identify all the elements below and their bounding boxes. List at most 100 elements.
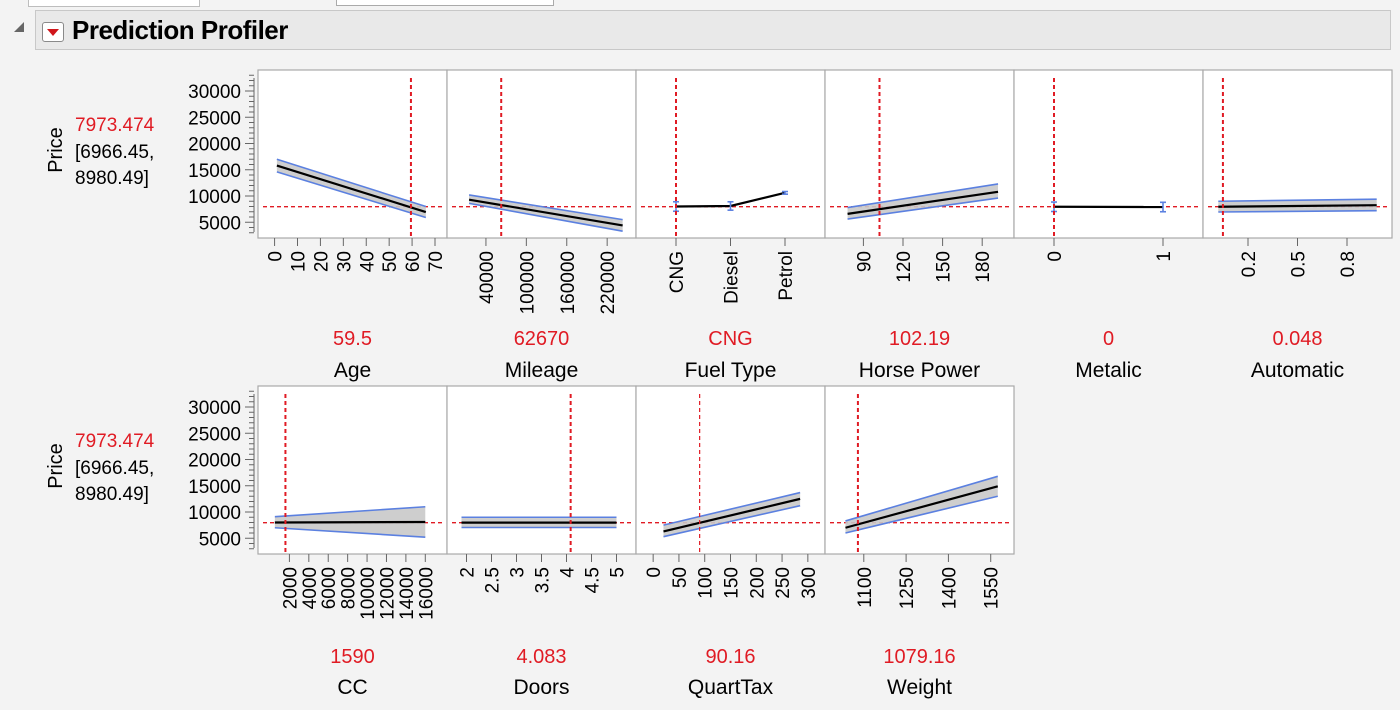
- x-tick-label-automatic: 0.8: [1338, 251, 1359, 277]
- lower-confidence-line-mileage: [468, 202, 623, 232]
- upper-confidence-line-age: [276, 158, 427, 208]
- top-strip: [0, 0, 1400, 8]
- red-triangle-menu-button[interactable]: [42, 22, 64, 42]
- x-tick-label-quarttax: 0: [644, 567, 665, 578]
- upper-confidence-line-cc: [274, 505, 426, 518]
- x-tick-label-quarttax: 150: [722, 567, 743, 599]
- y-tick-label: 20000: [188, 451, 241, 472]
- predicted-price-value: 7973.474: [75, 431, 155, 452]
- x-tick-label-fuel-type: Petrol: [776, 251, 797, 301]
- x-tick-label-metalic: 1: [1154, 251, 1175, 262]
- collapse-triangle-icon[interactable]: [14, 22, 24, 32]
- x-tick-label-quarttax: 50: [670, 567, 691, 588]
- confidence-band-horse-power: [847, 183, 999, 220]
- prediction-trace-cc: [274, 520, 426, 524]
- x-tick-label-mileage: 40000: [477, 251, 498, 304]
- x-tick-label-age: 30: [334, 251, 355, 272]
- page-title: Prediction Profiler: [72, 15, 288, 45]
- x-tick-label-mileage: 160000: [558, 251, 579, 314]
- factor-value-automatic: 0.048: [1272, 328, 1322, 350]
- prediction-trace-quarttax: [663, 497, 801, 533]
- x-tick-label-weight: 1250: [897, 567, 918, 609]
- x-tick-label-weight: 1550: [982, 567, 1003, 609]
- y-tick-label: 30000: [188, 82, 241, 103]
- factor-value-weight: 1079.16: [883, 646, 955, 668]
- x-tick-label-fuel-type: CNG: [667, 251, 688, 293]
- x-tick-label-quarttax: 100: [696, 567, 717, 599]
- lower-confidence-line-age: [276, 171, 427, 219]
- factor-value-doors: 4.083: [516, 646, 566, 668]
- x-tick-label-doors: 2: [458, 567, 479, 578]
- y-tick-label: 25000: [188, 424, 241, 445]
- lower-confidence-line-automatic: [1218, 209, 1377, 213]
- upper-confidence-line-mileage: [468, 194, 623, 221]
- factor-name-metalic: Metalic: [1075, 359, 1142, 382]
- y-axis-label-price: Price: [45, 443, 67, 489]
- y-tick-label: 30000: [188, 398, 241, 419]
- factor-name-mileage: Mileage: [505, 359, 579, 382]
- x-tick-label-mileage: 220000: [598, 251, 619, 314]
- x-tick-label-cc: 2000: [280, 567, 301, 609]
- factor-name-automatic: Automatic: [1251, 359, 1344, 382]
- x-tick-label-quarttax: 250: [773, 567, 794, 599]
- price-ci-upper: 8980.49]: [75, 484, 149, 505]
- x-tick-label-doors: 3.5: [533, 567, 554, 593]
- factor-value-mileage: 62670: [514, 328, 570, 350]
- factor-name-doors: Doors: [513, 676, 569, 699]
- y-tick-label: 5000: [199, 529, 241, 550]
- x-tick-label-cc: 4000: [300, 567, 321, 609]
- factor-value-quarttax: 90.16: [705, 646, 755, 668]
- profile-panel-metalic: [1013, 69, 1204, 239]
- prediction-trace-automatic: [1218, 204, 1377, 208]
- x-tick-label-age: 40: [357, 251, 378, 272]
- x-tick-label-automatic: 0.5: [1289, 251, 1310, 277]
- x-tick-label-doors: 4: [558, 567, 579, 578]
- horizontal-scrollbar[interactable]: [336, 0, 554, 6]
- confidence-band-weight: [845, 476, 998, 533]
- x-tick-label-age: 0: [266, 251, 287, 262]
- prediction-trace-age: [276, 164, 427, 214]
- y-tick-label: 5000: [199, 213, 241, 234]
- x-tick-label-weight: 1400: [939, 567, 960, 609]
- x-tick-label-cc: 12000: [377, 567, 398, 620]
- profile-panel-automatic: [1202, 69, 1393, 239]
- price-ci-lower: [6966.45,: [75, 142, 154, 163]
- factor-name-horse-power: Horse Power: [859, 359, 980, 382]
- x-tick-label-quarttax: 200: [747, 567, 768, 599]
- y-tick-label: 15000: [188, 477, 241, 498]
- profile-panel-doors: [446, 385, 637, 555]
- x-tick-label-horse-power: 150: [934, 251, 955, 283]
- factor-value-horse-power: 102.19: [889, 328, 950, 350]
- y-axis-label-price: Price: [45, 127, 67, 173]
- x-tick-label-fuel-type: Diesel: [722, 251, 743, 304]
- prediction-trace-mileage: [468, 198, 623, 227]
- prediction-trace-weight: [845, 485, 999, 529]
- factor-value-fuel-type: CNG: [708, 328, 752, 350]
- y-tick-label: 15000: [188, 161, 241, 182]
- tab-strip[interactable]: [28, 0, 200, 7]
- profile-panel-fuel-type: [635, 69, 826, 239]
- x-tick-label-age: 10: [289, 251, 310, 272]
- x-tick-label-horse-power: 90: [854, 251, 875, 272]
- x-tick-label-cc: 8000: [339, 567, 360, 609]
- factor-name-fuel-type: Fuel Type: [685, 359, 777, 382]
- y-tick-label: 10000: [188, 503, 241, 524]
- x-tick-label-doors: 4.5: [583, 567, 604, 593]
- x-tick-label-cc: 16000: [416, 567, 437, 620]
- x-tick-label-metalic: 0: [1045, 251, 1066, 262]
- upper-confidence-line-horse-power: [847, 183, 999, 209]
- x-tick-label-doors: 5: [608, 567, 629, 578]
- lower-confidence-line-quarttax: [663, 504, 801, 538]
- upper-confidence-line-weight: [845, 475, 998, 522]
- x-tick-label-age: 20: [311, 251, 332, 272]
- factor-name-age: Age: [334, 359, 371, 382]
- x-tick-label-doors: 2.5: [483, 567, 504, 593]
- upper-confidence-line-automatic: [1218, 198, 1377, 203]
- factor-value-metalic: 0: [1103, 328, 1114, 350]
- upper-confidence-line-quarttax: [663, 491, 801, 526]
- x-tick-label-weight: 1100: [855, 567, 876, 608]
- factor-name-cc: CC: [337, 676, 367, 699]
- x-tick-label-horse-power: 120: [894, 251, 915, 283]
- lower-confidence-line-cc: [274, 526, 426, 538]
- x-tick-label-cc: 10000: [358, 567, 379, 620]
